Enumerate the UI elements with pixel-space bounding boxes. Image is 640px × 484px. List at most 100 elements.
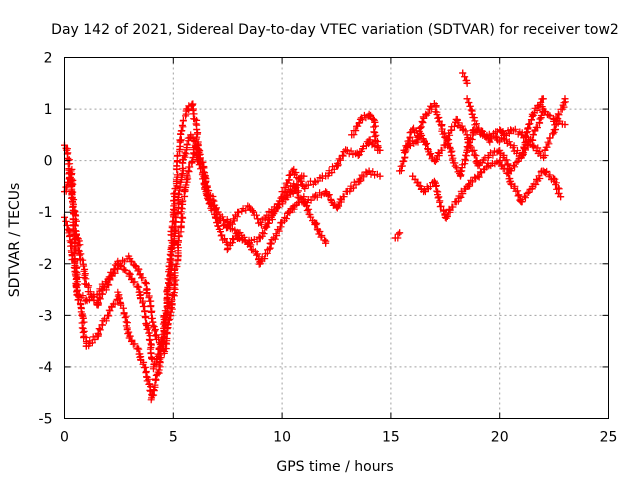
y-tick-label: -4 bbox=[39, 360, 53, 376]
data-point bbox=[507, 126, 515, 134]
data-point bbox=[507, 177, 515, 185]
data-point bbox=[391, 234, 399, 242]
data-point bbox=[354, 151, 362, 159]
data-point bbox=[485, 136, 493, 144]
data-point bbox=[369, 115, 377, 123]
y-tick-label: 2 bbox=[44, 51, 53, 67]
y-tick-label: 0 bbox=[44, 154, 53, 170]
data-point bbox=[430, 177, 438, 185]
data-point bbox=[137, 291, 145, 299]
data-point bbox=[300, 172, 308, 180]
data-point bbox=[333, 203, 340, 211]
series-track-h bbox=[396, 95, 569, 180]
data-point bbox=[376, 172, 384, 180]
data-point bbox=[365, 167, 373, 175]
x-tick-label: 0 bbox=[60, 430, 69, 446]
data-point bbox=[452, 115, 460, 123]
data-point bbox=[300, 198, 308, 206]
data-point bbox=[300, 182, 308, 190]
series-markers bbox=[61, 100, 308, 404]
data-point bbox=[213, 219, 221, 227]
data-point bbox=[180, 151, 188, 159]
data-point bbox=[78, 311, 86, 319]
data-point bbox=[202, 188, 210, 196]
y-axis-label: SDTVAR / TECUs bbox=[7, 183, 23, 298]
data-point bbox=[517, 131, 525, 139]
data-point bbox=[539, 151, 547, 159]
data-point bbox=[267, 239, 275, 247]
data-point bbox=[191, 141, 199, 149]
data-point bbox=[365, 110, 373, 118]
y-tick-label: -5 bbox=[39, 412, 53, 428]
data-point bbox=[322, 188, 330, 196]
data-point bbox=[311, 219, 319, 227]
series-markers bbox=[391, 229, 404, 242]
series-track-a bbox=[61, 100, 308, 404]
series-track-j bbox=[409, 157, 565, 222]
data-point bbox=[459, 69, 467, 77]
data-point bbox=[93, 332, 101, 340]
y-tick-label: 1 bbox=[44, 102, 53, 118]
data-point bbox=[176, 136, 184, 144]
data-point bbox=[430, 157, 438, 165]
data-point bbox=[457, 172, 465, 180]
data-point bbox=[354, 177, 362, 185]
data-point bbox=[356, 115, 364, 123]
data-point bbox=[267, 213, 275, 221]
series-track-d bbox=[278, 136, 384, 196]
data-point bbox=[154, 368, 162, 376]
chart-title: Day 142 of 2021, Sidereal Day-to-day VTE… bbox=[51, 22, 619, 38]
data-point bbox=[463, 95, 471, 103]
data-layer bbox=[61, 69, 569, 404]
data-point bbox=[539, 95, 547, 103]
data-point bbox=[474, 162, 482, 170]
data-point bbox=[550, 126, 558, 134]
series-markers bbox=[348, 111, 382, 154]
data-point bbox=[289, 167, 297, 175]
x-axis-label: GPS time / hours bbox=[276, 459, 393, 475]
data-point bbox=[82, 296, 90, 304]
data-point bbox=[557, 193, 565, 201]
data-point bbox=[365, 136, 373, 144]
data-point bbox=[93, 301, 101, 309]
data-point bbox=[126, 270, 134, 278]
x-tick-label: 15 bbox=[382, 430, 400, 446]
data-point bbox=[409, 126, 417, 134]
data-point bbox=[289, 203, 297, 211]
data-point bbox=[182, 105, 190, 113]
series-track-e bbox=[300, 167, 384, 212]
data-point bbox=[474, 126, 482, 134]
data-point bbox=[74, 291, 82, 299]
y-tick-label: -2 bbox=[39, 257, 53, 273]
series-markers bbox=[459, 69, 471, 87]
data-point bbox=[561, 121, 569, 129]
x-tick-label: 10 bbox=[273, 430, 291, 446]
data-point bbox=[187, 131, 195, 139]
data-point bbox=[430, 100, 438, 108]
x-tick-label: 20 bbox=[491, 430, 509, 446]
data-point bbox=[322, 239, 330, 247]
data-point bbox=[528, 182, 536, 190]
data-point bbox=[143, 373, 151, 381]
data-point bbox=[150, 363, 158, 371]
y-tick-label: -3 bbox=[39, 308, 53, 324]
data-point bbox=[82, 342, 90, 350]
data-point bbox=[134, 265, 142, 273]
data-point bbox=[104, 275, 112, 283]
data-point bbox=[517, 198, 525, 206]
data-point bbox=[485, 162, 493, 170]
data-point bbox=[400, 146, 408, 154]
data-point bbox=[550, 115, 558, 123]
x-tick-label: 5 bbox=[169, 430, 178, 446]
data-point bbox=[245, 239, 253, 247]
data-point bbox=[550, 177, 558, 185]
data-point bbox=[396, 167, 404, 175]
data-point bbox=[152, 332, 160, 340]
data-point bbox=[528, 136, 536, 144]
data-point bbox=[289, 182, 297, 190]
data-point bbox=[278, 219, 286, 227]
data-point bbox=[496, 157, 504, 165]
data-point bbox=[422, 110, 430, 118]
